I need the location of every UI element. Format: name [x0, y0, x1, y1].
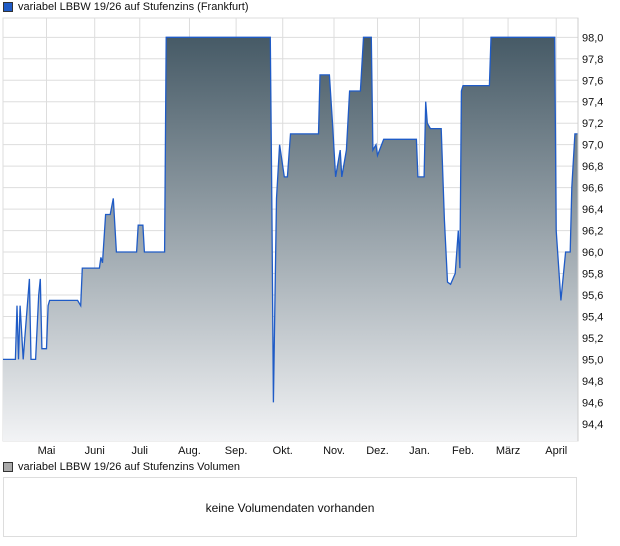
y-tick-label: 94,8: [582, 376, 603, 388]
price-line: [3, 36, 578, 403]
x-tick-label: Nov.: [323, 445, 345, 457]
y-tick-label: 97,6: [582, 75, 603, 87]
x-tick-label: Jan.: [409, 445, 430, 457]
y-tick-label: 96,0: [582, 247, 603, 259]
price-chart: 94,4 94,6 94,8 95,0 95,2 95,4 95,6 95,8 96,0 96,2…: [2, 17, 603, 457]
y-tick-label: 97,2: [582, 118, 603, 130]
y-tick-label: 97,0: [582, 140, 603, 152]
y-tick-label: 96,4: [582, 204, 603, 216]
y-tick-label: 95,6: [582, 290, 603, 302]
chart-title: variabel LBBW 19/26 auf Stufenzins (Fran…: [18, 1, 249, 13]
x-tick-label: Aug.: [178, 445, 201, 457]
volume-panel: keine Volumendaten vorhanden: [3, 477, 577, 537]
x-tick-label: Mai: [38, 445, 56, 457]
x-tick-label: Juli: [131, 445, 148, 457]
x-tick-label: Juni: [85, 445, 105, 457]
y-tick-label: 95,0: [582, 354, 603, 366]
volume-legend: variabel LBBW 19/26 auf Stufenzins Volum…: [3, 461, 240, 473]
y-tick-label: 95,8: [582, 269, 603, 281]
x-tick-label: März: [496, 445, 520, 457]
y-tick-label: 95,2: [582, 333, 603, 345]
volume-legend-label: variabel LBBW 19/26 auf Stufenzins Volum…: [18, 461, 240, 473]
y-tick-label: 97,8: [582, 54, 603, 66]
x-tick-label: Sep.: [225, 445, 248, 457]
y-tick-label: 94,6: [582, 397, 603, 409]
x-tick-label: Feb.: [452, 445, 474, 457]
y-tick-label: 97,4: [582, 97, 603, 109]
x-tick-label: Okt.: [273, 445, 293, 457]
y-tick-label: 98,0: [582, 32, 603, 44]
y-tick-label: 94,4: [582, 419, 603, 431]
volume-empty-text: keine Volumendaten vorhanden: [205, 501, 375, 515]
legend-swatch: [3, 2, 13, 12]
legend-swatch: [3, 462, 13, 472]
y-tick-label: 95,4: [582, 311, 603, 323]
y-tick-label: 96,8: [582, 161, 603, 173]
y-tick-label: 96,6: [582, 183, 603, 195]
y-tick-label: 96,2: [582, 226, 603, 238]
x-tick-label: Dez.: [366, 445, 389, 457]
price-area: [3, 37, 578, 442]
x-tick-label: April: [545, 445, 567, 457]
price-legend: variabel LBBW 19/26 auf Stufenzins (Fran…: [3, 1, 249, 13]
